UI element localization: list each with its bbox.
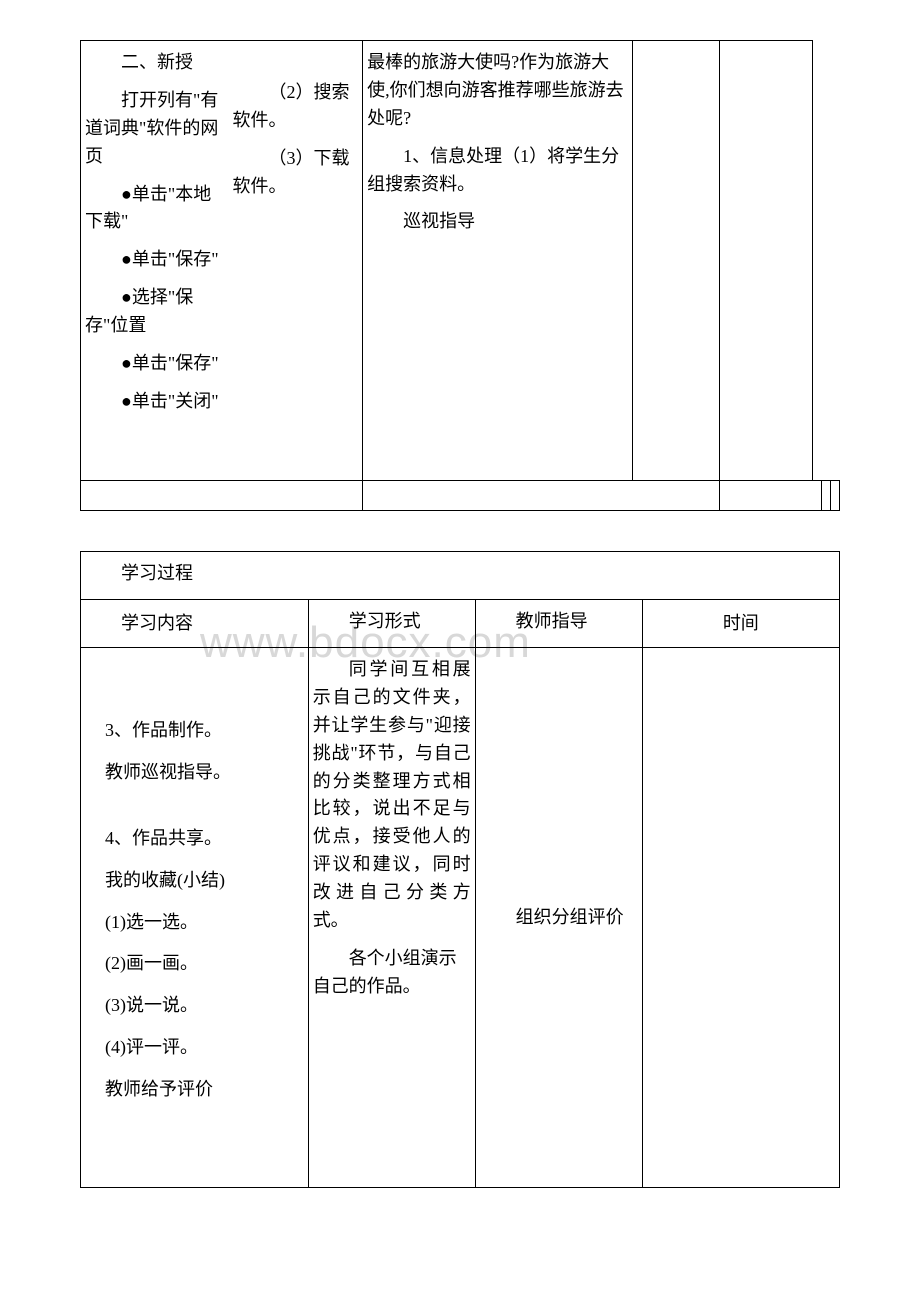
t1c2-p1: （2）搜索软件。	[233, 79, 359, 135]
t1c1-p5: ●选择"保存"位置	[85, 284, 225, 340]
t1c3-p2: 1、信息处理（1）将学生分组搜索资料。	[367, 143, 628, 199]
t2c1-i1: 3、作品制作。	[105, 717, 304, 745]
table-1-cell-3: 最棒的旅游大使吗?作为旅游大使,你们想向游客推荐哪些旅游去处呢? 1、信息处理（…	[363, 41, 633, 481]
t1c1-p6: ●单击"保存"	[85, 350, 225, 378]
table-1-cell-5	[719, 41, 813, 481]
table-1-r2-c2	[229, 481, 363, 511]
table-2-h3: 教师指导	[475, 600, 642, 648]
table-1: 二、新授 打开列有"有道词典"软件的网页 ●单击"本地下载" ●单击"保存" ●…	[80, 40, 840, 511]
t2c1-i2: 教师巡视指导。	[105, 759, 304, 787]
table-1-r2-c6	[813, 481, 822, 511]
table-2-c1: 3、作品制作。 教师巡视指导。 4、作品共享。 我的收藏(小结) (1)选一选。…	[81, 648, 309, 1188]
table-2-h4: 时间	[642, 600, 839, 648]
table-1-cell-4	[632, 41, 719, 481]
table-1-cell-1: 二、新授 打开列有"有道词典"软件的网页 ●单击"本地下载" ●单击"保存" ●…	[81, 41, 229, 481]
table-2: 学习过程 学习内容 学习形式 教师指导 时间 3、作品制作。 教师巡视指导。 4…	[80, 551, 840, 1188]
table-1-row-1: 二、新授 打开列有"有道词典"软件的网页 ●单击"本地下载" ●单击"保存" ●…	[81, 41, 840, 481]
table-1-r2-c3	[363, 481, 633, 511]
t2c1-i8: (4)评一评。	[105, 1034, 304, 1062]
table-1-r2-c8	[830, 481, 839, 511]
table-2-header-main-row: 学习过程	[81, 552, 840, 600]
table-1-r2-c5	[719, 481, 813, 511]
t1c1-p7: ●单击"关闭"	[85, 388, 225, 416]
t2c2-p2: 各个小组演示自己的作品。	[313, 945, 471, 1001]
t1c3-p3: 巡视指导	[367, 208, 628, 236]
table-1-r2-c4	[632, 481, 719, 511]
t1c1-p3: ●单击"本地下载"	[85, 181, 225, 237]
table-2-c2: 同学间互相展示自己的文件夹，并让学生参与"迎接挑战"环节，与自己的分类整理方式相…	[308, 648, 475, 1188]
table-1-r2-c1	[81, 481, 229, 511]
table-2-header-main: 学习过程	[81, 552, 840, 600]
t2c1-i9: 教师给予评价	[105, 1076, 304, 1104]
table-1-cell-2: （2）搜索软件。 （3）下载软件。	[229, 41, 363, 481]
table-2-h1: 学习内容	[81, 600, 309, 648]
t1c1-p4: ●单击"保存"	[85, 246, 225, 274]
t1c1-p1: 二、新授	[85, 49, 225, 77]
t2c1-i4: 我的收藏(小结)	[105, 867, 304, 895]
t2c1-i3: 4、作品共享。	[105, 825, 304, 853]
table-1-r2-c7	[821, 481, 830, 511]
table-2-c4	[642, 648, 839, 1188]
t2c1-i7: (3)说一说。	[105, 992, 304, 1020]
t1c2-p2: （3）下载软件。	[233, 145, 359, 201]
table-2-c3: 组织分组评价	[475, 648, 642, 1188]
table-2-header-row: 学习内容 学习形式 教师指导 时间	[81, 600, 840, 648]
table-1-row-2	[81, 481, 840, 511]
t2c1-i6: (2)画一画。	[105, 950, 304, 978]
t2c2-p1: 同学间互相展示自己的文件夹，并让学生参与"迎接挑战"环节，与自己的分类整理方式相…	[313, 656, 471, 935]
table-2-h2: 学习形式	[308, 600, 475, 648]
t1c3-p1: 最棒的旅游大使吗?作为旅游大使,你们想向游客推荐哪些旅游去处呢?	[367, 49, 628, 133]
t2c1-i5: (1)选一选。	[105, 909, 304, 937]
t1c1-p2: 打开列有"有道词典"软件的网页	[85, 87, 225, 171]
table-2-content-row: 3、作品制作。 教师巡视指导。 4、作品共享。 我的收藏(小结) (1)选一选。…	[81, 648, 840, 1188]
